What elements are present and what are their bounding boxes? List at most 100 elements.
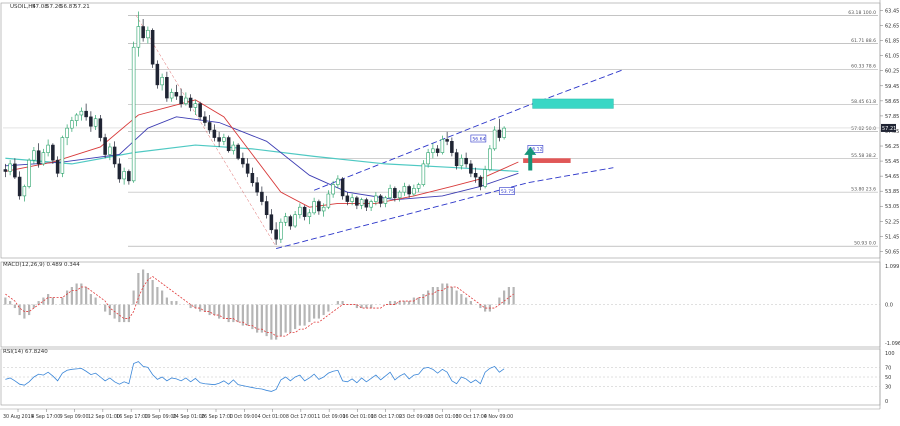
candle-body (307, 212, 312, 217)
candle-body (226, 137, 231, 152)
fib-trend-line (135, 15, 277, 247)
candle-body (98, 118, 103, 138)
time-axis-label: 24 Sep 01:00 (173, 414, 205, 420)
candle-body (222, 137, 226, 142)
candle-body (426, 152, 430, 165)
candle-body (70, 120, 74, 129)
candle-body (112, 146, 117, 165)
candle-body (150, 29, 155, 65)
price-axis-label: 53.05 (885, 204, 899, 210)
candle-body (336, 178, 340, 185)
price-marker-box (470, 134, 487, 143)
price-axis-label: 57.85 (885, 114, 899, 120)
candle-body (103, 137, 107, 155)
time-axis-label: 30 Aug 2019 (3, 414, 34, 420)
candle-body (459, 157, 464, 167)
candle-body (345, 195, 350, 202)
rsi-axis-label: 100 (885, 351, 895, 357)
candle-body (179, 95, 183, 104)
candle-body (203, 116, 207, 123)
candle-body (340, 178, 345, 197)
ma-mid-line (5, 116, 519, 201)
candle-body (473, 173, 478, 178)
candle-body (165, 77, 169, 99)
price-axis-label: 55.45 (885, 159, 899, 165)
fib-level-label: 61.71 88.6 (851, 38, 876, 44)
candle-body (269, 214, 274, 231)
candle-body (331, 184, 335, 195)
candle-body (279, 221, 283, 240)
rsi-line (5, 361, 505, 392)
bullish-arrow-shaft (528, 153, 533, 171)
rsi-axis-label: 50 (885, 375, 891, 381)
price-axis-label: 61.05 (885, 54, 899, 60)
candle-body (378, 195, 383, 204)
candle-body (492, 129, 497, 150)
time-axis-label: 1 Oct 09:00 (229, 414, 257, 420)
candle-body (264, 201, 269, 216)
candle-body (355, 197, 359, 206)
candle-body (421, 163, 426, 185)
price-axis-label: 60.25 (885, 69, 899, 75)
price-marker-label: 56.12 (529, 147, 542, 153)
candle-body (359, 199, 364, 206)
candle-body (317, 201, 321, 212)
candle-body (260, 191, 264, 202)
candle-body (397, 191, 402, 199)
candle-body (55, 159, 60, 174)
candle-body (250, 173, 255, 184)
rsi-axis-label: 70 (885, 365, 891, 371)
price-axis-label: 54.65 (885, 174, 899, 180)
price-marker-label: 53.75 (501, 189, 514, 195)
candle-body (198, 103, 202, 118)
candle-body (431, 148, 435, 153)
candle-body (93, 118, 98, 127)
candle-body (217, 137, 221, 142)
candle-body (169, 92, 174, 99)
candle-body (312, 201, 316, 214)
candle-body (435, 148, 440, 153)
candle-body (445, 139, 449, 142)
candle-body (502, 127, 506, 138)
price-axis-label: 58.65 (885, 99, 899, 105)
candle-body (117, 163, 122, 180)
price-axis-label: 52.25 (885, 219, 899, 225)
price-ohlc-high: 57.26 (46, 4, 62, 10)
price-axis-label: 53.85 (885, 189, 899, 195)
candle-body (402, 186, 407, 193)
fib-level-label: 57.02 50.0 (851, 126, 876, 132)
candle-body (79, 110, 84, 116)
candle-body (46, 144, 50, 153)
time-axis-label: 16 Oct 01:00 (342, 414, 373, 420)
candle-body (478, 176, 483, 187)
candle-body (65, 127, 69, 138)
rsi-label: RSI(14) 67.8240 (3, 349, 48, 355)
candle-body (483, 169, 487, 187)
candle-body (146, 29, 150, 39)
candle-body (8, 163, 12, 172)
candle-body (469, 163, 473, 174)
current-price-tag (881, 123, 896, 132)
candle-body (32, 150, 36, 161)
candle-body (17, 176, 22, 197)
fib-level-label: 58.45 61.8 (851, 99, 876, 105)
macd-signal-line (5, 275, 514, 337)
candle-body (207, 122, 212, 131)
candle-body (288, 216, 293, 227)
macd-axis-label: -1.096 (885, 341, 900, 347)
price-axis-label: 59.45 (885, 84, 899, 90)
candle-body (407, 186, 411, 195)
candle-body (440, 139, 445, 153)
target-zone (532, 98, 614, 109)
candle-body (293, 214, 297, 227)
candle-body (41, 152, 46, 165)
candle-body (84, 110, 88, 118)
candle-body (60, 137, 65, 174)
candle-body (160, 77, 164, 86)
time-axis-label: 12 Sep 01:00 (88, 414, 120, 420)
time-axis-label: 11 Oct 09:00 (314, 414, 345, 420)
candle-body (488, 148, 492, 170)
price-axis-label: 61.85 (885, 39, 899, 45)
